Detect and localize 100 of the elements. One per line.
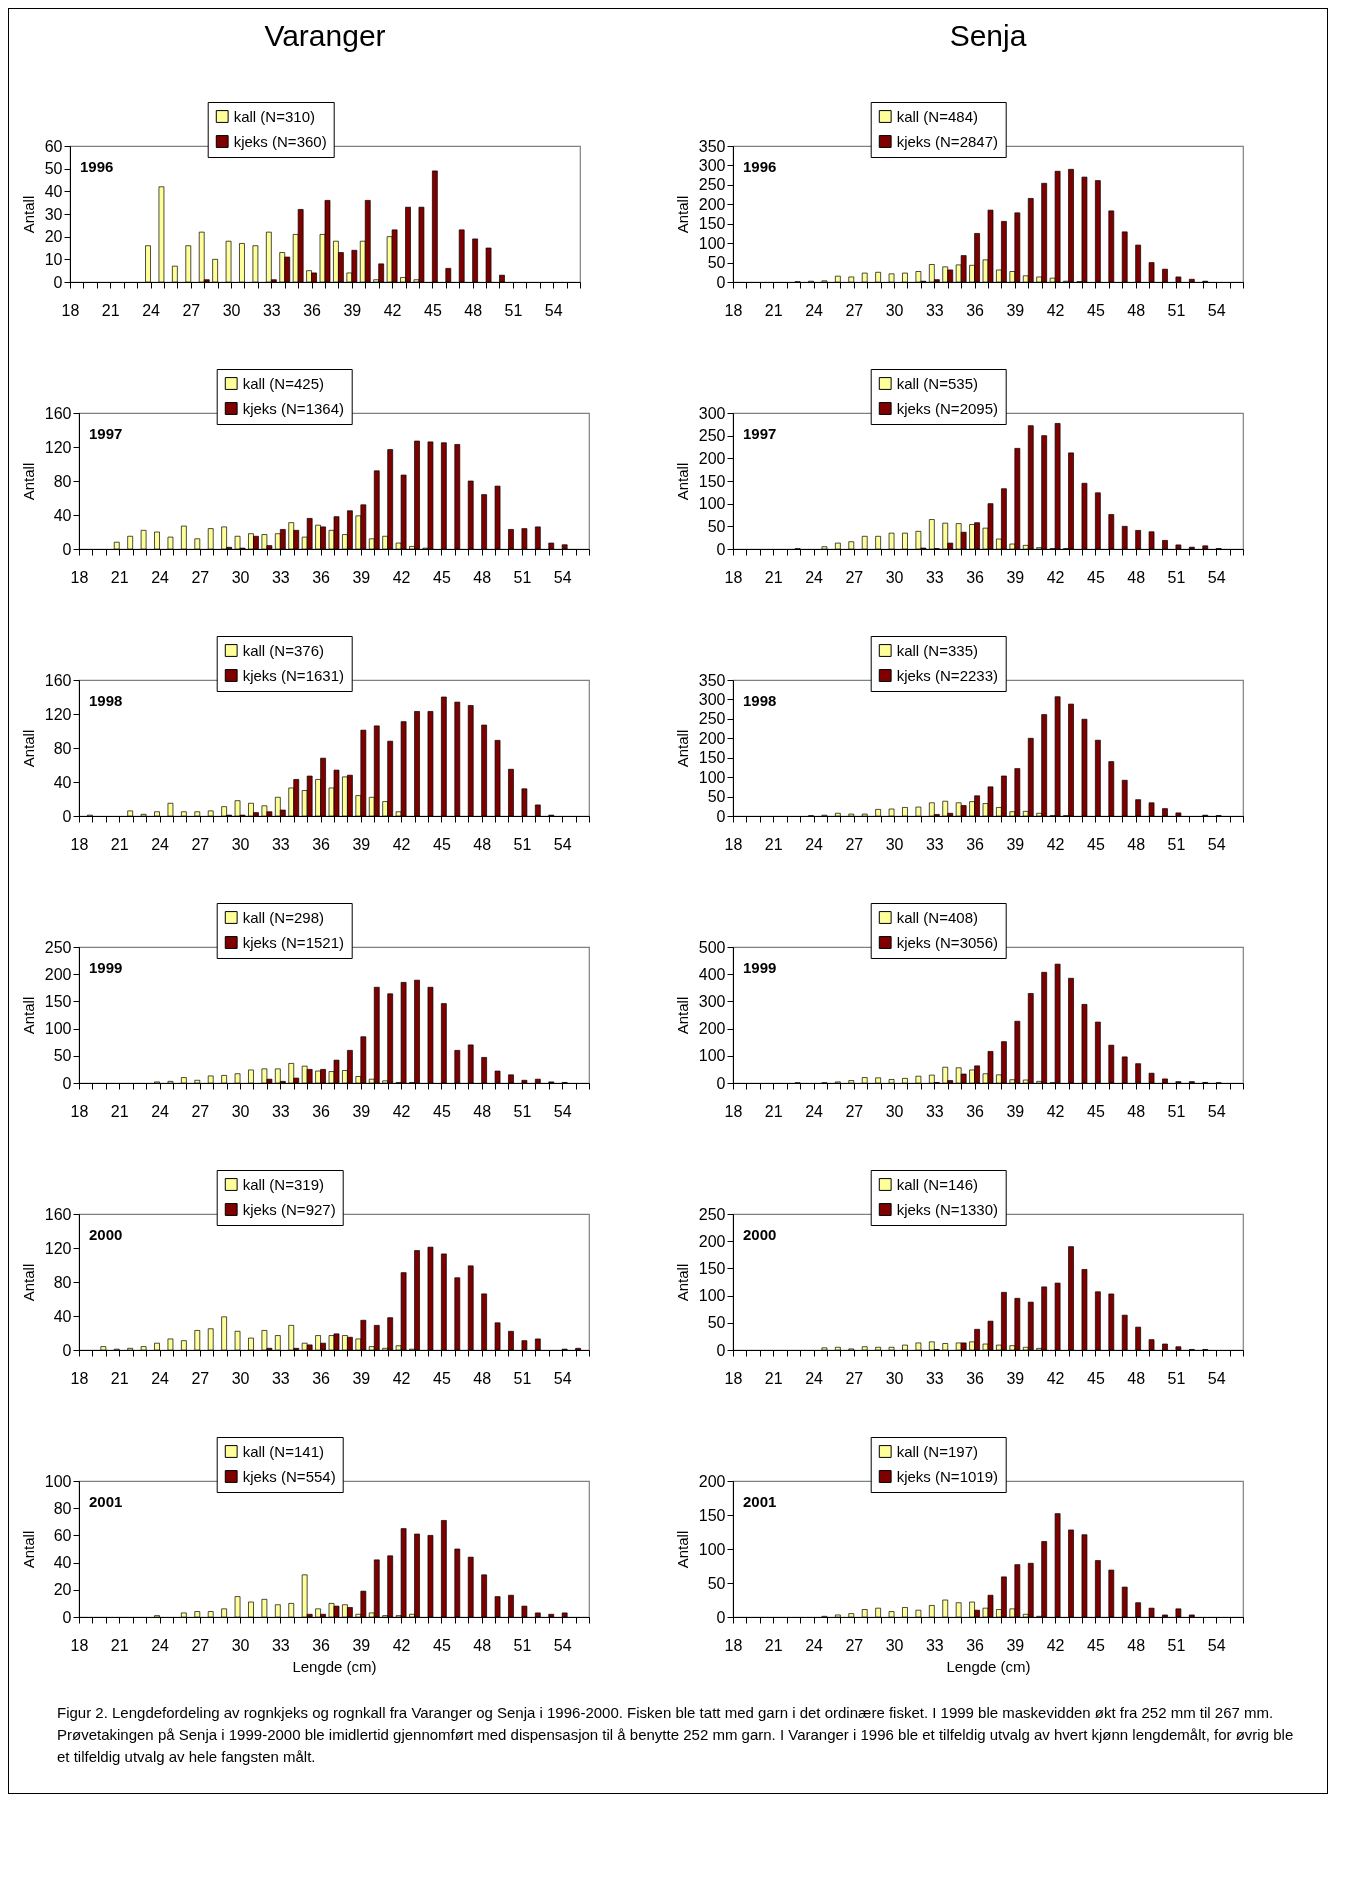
x-tick-label: 24 [805,1369,824,1387]
y-tick-label: 0 [62,1074,72,1092]
x-tick-label: 27 [191,1369,210,1387]
annotation: 1997 [743,425,777,442]
x-tick-label: 21 [764,835,783,853]
x-tick-label: 21 [110,835,129,853]
x-tick-label: 45 [1086,1102,1105,1120]
y-tick-label: 350 [698,671,726,689]
x-tick-label: 24 [151,1636,170,1654]
x-tick-label: 39 [352,835,371,853]
text: Figur 2. Lengdefordeling av rognkjeks og rognkall fra Varanger og Senja i 1996-2000. Fisken ble tatt med garn i det ordinære fisket. I 1999 ble maskevidden økt fra 252 mm til 267 mm. Prøvetakingen på Senja i 1999-2000 ble imidlertid gjennomført med dispensasjon til å benytte 252 mm garn. I Varanger i 1996 ble et tilfeldig utvalg av hvert kjønn lengdemålt, for øvrig ble et tilfeldig utvalg av hele fangsten målt. [57,1703,1295,1767]
x-tick-label: 27 [191,1636,210,1654]
y-tick-label: 50 [707,517,726,535]
y-tick-label: 100 [698,234,726,252]
chart-title: Varanger [264,18,386,52]
y-tick-label: 80 [53,1499,72,1517]
x-tick-label: 39 [1006,1636,1025,1654]
legend-label: kjeks (N=927) [242,1200,336,1218]
x-tick-label: 36 [303,301,322,319]
x-tick-label: 54 [553,835,572,853]
y-tick-label: 40 [53,1307,72,1325]
y-tick-label: 40 [53,506,72,524]
x-tick-label: 27 [182,301,201,319]
x-tick-label: 21 [764,1636,783,1654]
x-tick-label: 48 [473,568,492,586]
annotation: 1999 [89,959,123,976]
x-tick-label: 36 [966,1636,985,1654]
x-tick-label: 18 [70,568,89,586]
x-tick-label: 39 [343,301,362,319]
x-tick-label: 48 [1127,1636,1146,1654]
x-tick-label: 42 [392,1369,411,1387]
x-tick-label: 39 [352,1636,371,1654]
x-tick-label: 24 [805,1636,824,1654]
legend-label: kall (N=197) [896,1442,978,1460]
y-axis-title: Antall [673,729,691,768]
y-tick-label: 200 [698,1472,726,1490]
x-tick-label: 54 [1207,568,1226,586]
x-tick-label: 48 [1127,835,1146,853]
x-tick-label: 27 [845,1369,864,1387]
legend-label: kjeks (N=2847) [896,132,998,150]
legend-label: kall (N=141) [242,1442,324,1460]
x-tick-label: 24 [151,1102,170,1120]
legend-label: kall (N=535) [896,374,978,392]
y-tick-label: 50 [707,254,726,272]
x-tick-label: 30 [885,1369,904,1387]
chart-title: Senja [949,18,1027,52]
x-tick-label: 36 [312,1636,331,1654]
x-tick-label: 27 [191,1102,210,1120]
y-tick-label: 40 [53,1554,72,1572]
x-tick-label: 36 [312,1369,331,1387]
y-axis-title: Antall [19,195,37,234]
y-tick-label: 60 [44,137,63,155]
x-tick-label: 30 [885,568,904,586]
annotation: 2000 [89,1226,123,1243]
x-tick-label: 51 [1167,1636,1186,1654]
x-tick-label: 33 [271,1369,290,1387]
x-tick-label: 36 [966,835,985,853]
y-tick-label: 50 [707,1574,726,1592]
x-tick-label: 39 [352,1102,371,1120]
x-tick-label: 18 [724,835,743,853]
x-tick-label: 36 [312,835,331,853]
x-tick-label: 36 [312,1102,331,1120]
y-tick-label: 150 [698,472,726,490]
x-tick-label: 39 [352,568,371,586]
x-tick-label: 48 [464,301,483,319]
y-axis-title: Antall [673,996,691,1035]
x-tick-label: 48 [473,1636,492,1654]
legend-label: kall (N=319) [242,1175,324,1193]
y-tick-label: 200 [698,195,726,213]
x-tick-label: 36 [966,1102,985,1120]
annotation: 2001 [743,1493,777,1510]
legend-label: kall (N=310) [233,107,315,125]
y-tick-label: 300 [698,156,726,174]
x-tick-label: 21 [764,1369,783,1387]
x-tick-label: 27 [845,1636,864,1654]
x-tick-label: 36 [966,301,985,319]
y-axis-title: Antall [19,729,37,768]
x-tick-label: 18 [70,835,89,853]
x-tick-label: 33 [925,568,944,586]
x-tick-label: 42 [1046,1102,1065,1120]
x-tick-label: 42 [392,568,411,586]
x-tick-label: 39 [1006,568,1025,586]
y-tick-label: 0 [716,807,726,825]
x-tick-label: 30 [231,1636,250,1654]
x-tick-label: 39 [1006,301,1025,319]
legend-label: kjeks (N=1521) [242,933,344,951]
y-tick-label: 150 [698,1506,726,1524]
x-tick-label: 18 [724,1102,743,1120]
x-tick-label: 33 [271,835,290,853]
legend-label: kall (N=335) [896,641,978,659]
y-tick-label: 100 [698,495,726,513]
x-tick-label: 33 [271,1636,290,1654]
x-tick-label: 54 [1207,1636,1226,1654]
y-tick-label: 250 [44,938,72,956]
annotation: 1997 [89,425,123,442]
x-tick-label: 42 [392,1636,411,1654]
y-tick-label: 50 [44,160,63,178]
x-tick-label: 51 [1167,301,1186,319]
x-tick-label: 30 [222,301,241,319]
y-tick-label: 0 [62,1608,72,1626]
